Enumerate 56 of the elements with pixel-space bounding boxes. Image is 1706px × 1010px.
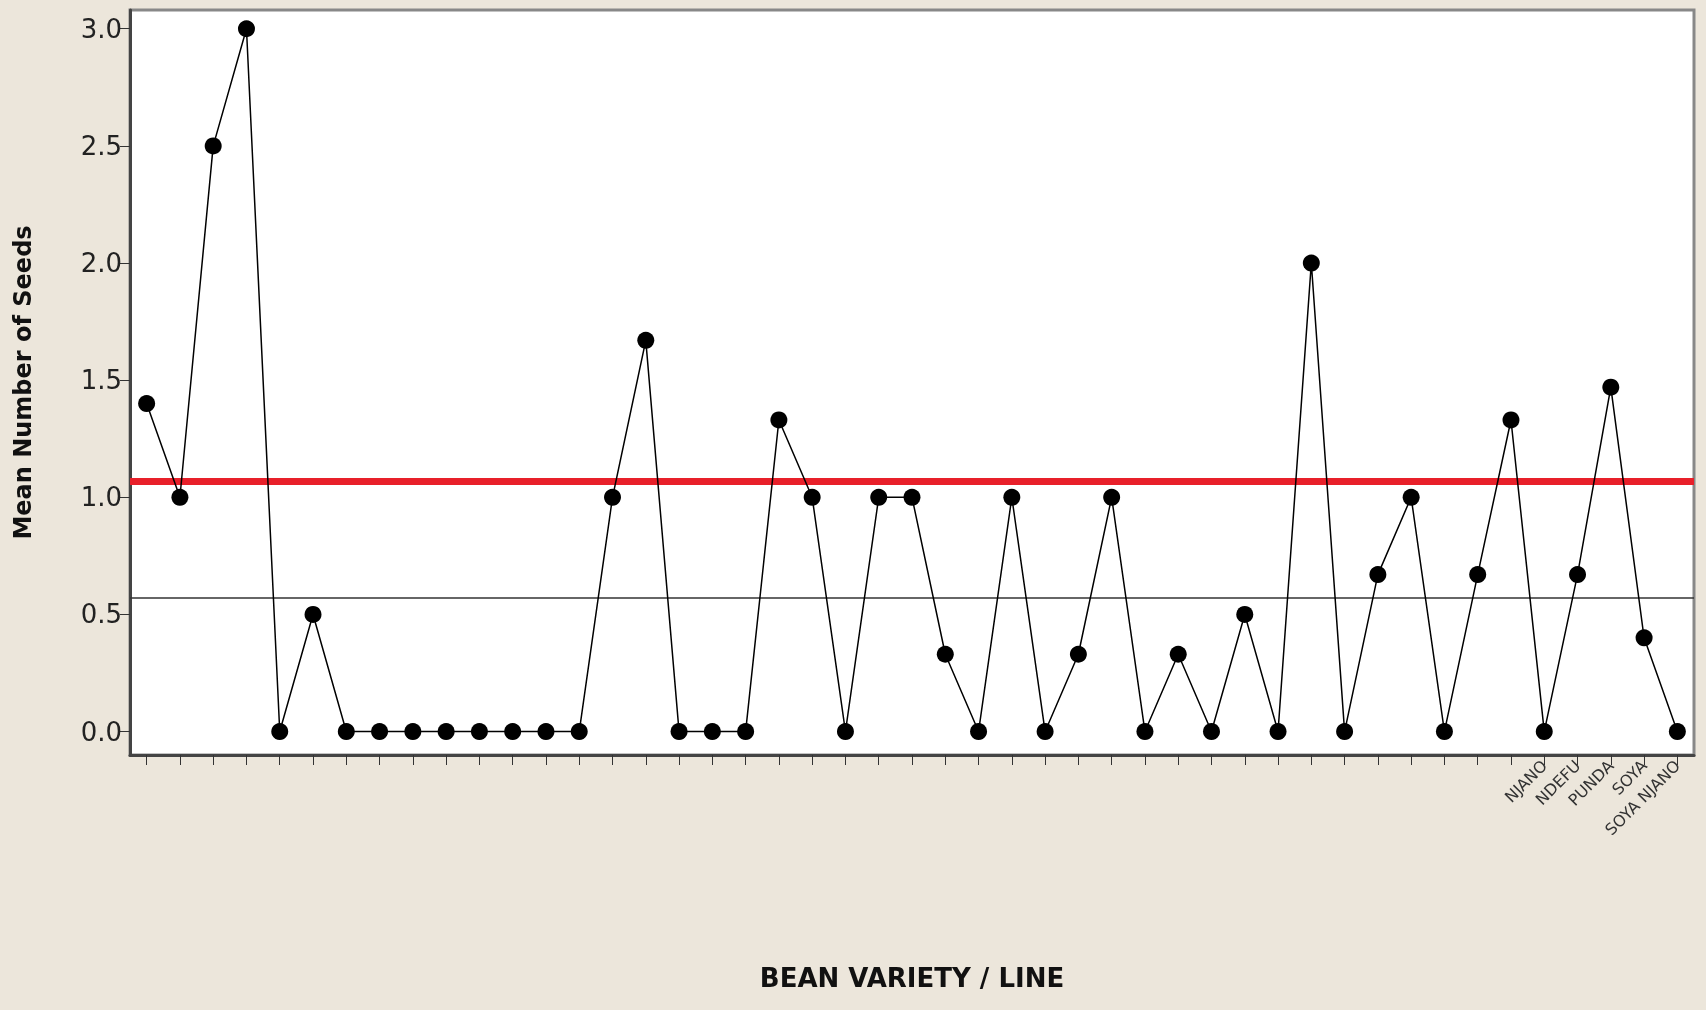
- point: [1369, 566, 1387, 584]
- x-axis-title: BEAN VARIETY / LINE: [759, 963, 1065, 993]
- y-tick-label: 1.0: [80, 482, 122, 513]
- y-tick-label: 3.0: [80, 13, 122, 44]
- point: [1502, 411, 1520, 429]
- point: [171, 488, 189, 506]
- y-tick-label: 2.5: [80, 130, 122, 161]
- point: [803, 488, 821, 506]
- point: [271, 723, 289, 741]
- point: [304, 605, 322, 623]
- point: [404, 723, 422, 741]
- point: [737, 723, 755, 741]
- point: [1535, 723, 1553, 741]
- point: [870, 488, 888, 506]
- point: [371, 723, 389, 741]
- point: [1136, 723, 1154, 741]
- point: [836, 723, 854, 741]
- point: [1269, 723, 1287, 741]
- point: [337, 723, 355, 741]
- y-axis-title: Mean Number of Seeds: [9, 225, 37, 540]
- point: [1336, 723, 1354, 741]
- point: [770, 411, 788, 429]
- point: [703, 723, 721, 741]
- point: [1103, 488, 1121, 506]
- point: [1668, 723, 1686, 741]
- y-tick-label: 0.5: [80, 599, 122, 630]
- point: [1302, 254, 1320, 272]
- point: [138, 395, 156, 413]
- point: [1036, 723, 1054, 741]
- point: [1569, 566, 1587, 584]
- point: [1003, 488, 1021, 506]
- point: [570, 723, 588, 741]
- point: [237, 20, 255, 38]
- point: [970, 723, 988, 741]
- point: [1469, 566, 1487, 584]
- point: [936, 645, 954, 663]
- point: [437, 723, 455, 741]
- point: [537, 723, 555, 741]
- point: [1169, 645, 1187, 663]
- point: [1635, 629, 1653, 647]
- point: [670, 723, 688, 741]
- point: [1236, 605, 1254, 623]
- point: [1203, 723, 1220, 741]
- point: [1602, 378, 1620, 396]
- point: [1435, 723, 1453, 741]
- point: [504, 723, 522, 741]
- point: [470, 723, 488, 741]
- point: [903, 488, 921, 506]
- point: [604, 488, 622, 506]
- point: [1069, 645, 1087, 663]
- y-tick-label: 1.5: [80, 365, 122, 396]
- y-tick-label: 2.0: [80, 248, 122, 279]
- point: [204, 137, 222, 155]
- y-tick-label: 0.0: [80, 716, 122, 747]
- point: [1402, 488, 1420, 506]
- point: [637, 331, 655, 349]
